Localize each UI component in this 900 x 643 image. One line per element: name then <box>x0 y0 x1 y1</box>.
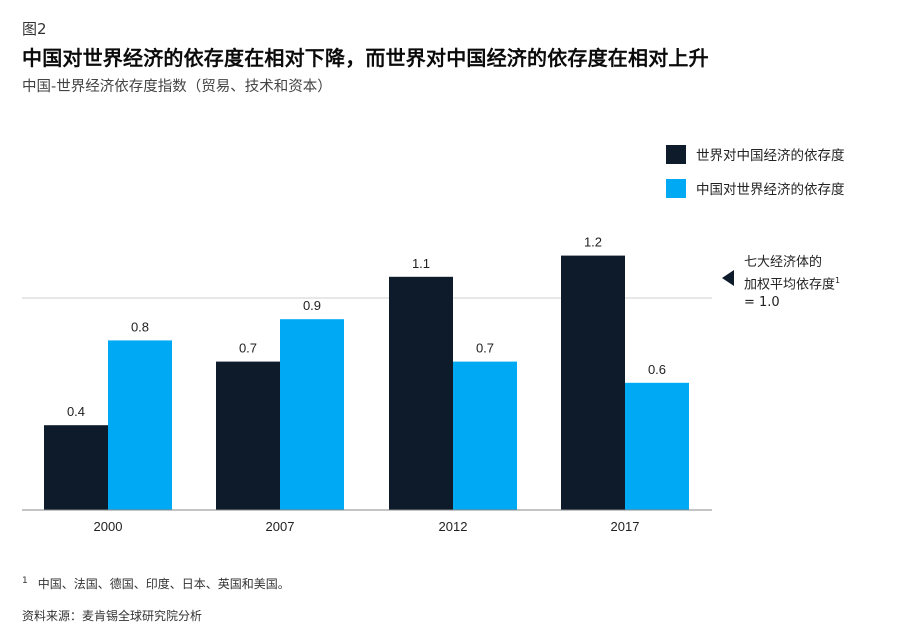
data-label: 0.6 <box>648 362 666 377</box>
bar-world-2017 <box>561 255 625 510</box>
annotation-line-2: 加权平均依存度1 <box>744 276 841 293</box>
bar-world-2000 <box>44 425 108 510</box>
legend-label: 世界对中国经济的依存度 <box>696 148 845 164</box>
x-tick-label: 2007 <box>266 519 295 534</box>
footnote-mark: 1 <box>22 576 28 586</box>
data-label: 1.1 <box>412 256 430 271</box>
legend-item-china-dependence: 中国对世界经济的依存度 <box>666 178 845 198</box>
bar-world-2012 <box>389 276 453 510</box>
chart-subtitle: 中国-世界经济依存度指数（贸易、技术和资本） <box>22 79 332 95</box>
bar-world-2007 <box>216 361 280 510</box>
bar-china-2017 <box>625 382 689 510</box>
x-tick-label: 2000 <box>94 519 123 534</box>
legend-swatch-light <box>666 178 686 198</box>
chart-title: 中国对世界经济的依存度在相对下降，而世界对中国经济的依存度在相对上升 <box>22 46 709 70</box>
x-tick-label: 2012 <box>439 519 468 534</box>
legend: 世界对中国经济的依存度 中国对世界经济的依存度 <box>666 144 845 212</box>
bar-china-2007 <box>280 319 344 510</box>
x-tick-label: 2017 <box>611 519 640 534</box>
annotation-line-1: 七大经济体的 <box>744 255 823 270</box>
data-label: 0.8 <box>131 319 149 334</box>
footnote-text: 中国、法国、德国、印度、日本、英国和美国。 <box>37 577 290 591</box>
figure-label: 图2 <box>22 20 47 38</box>
data-label: 0.9 <box>303 298 321 313</box>
data-label: 1.2 <box>584 235 602 250</box>
data-label: 0.4 <box>67 404 85 419</box>
footnote-mark: 1 <box>835 276 841 285</box>
bar-china-2000 <box>108 340 172 510</box>
legend-swatch-dark <box>666 144 686 164</box>
reference-arrow-icon <box>722 270 734 286</box>
data-label: 0.7 <box>476 341 494 356</box>
source-note: 资料来源：麦肯锡全球研究院分析 <box>22 609 203 623</box>
legend-item-world-dependence: 世界对中国经济的依存度 <box>666 144 845 164</box>
annotation-line-3: = 1.0 <box>744 295 780 311</box>
legend-label: 中国对世界经济的依存度 <box>696 182 845 198</box>
data-label: 0.7 <box>239 341 257 356</box>
bar-china-2012 <box>453 361 517 510</box>
reference-annotation: 七大经济体的 加权平均依存度1 = 1.0 <box>744 254 840 312</box>
footnote: 1 中国、法国、德国、印度、日本、英国和美国。 <box>22 575 290 592</box>
